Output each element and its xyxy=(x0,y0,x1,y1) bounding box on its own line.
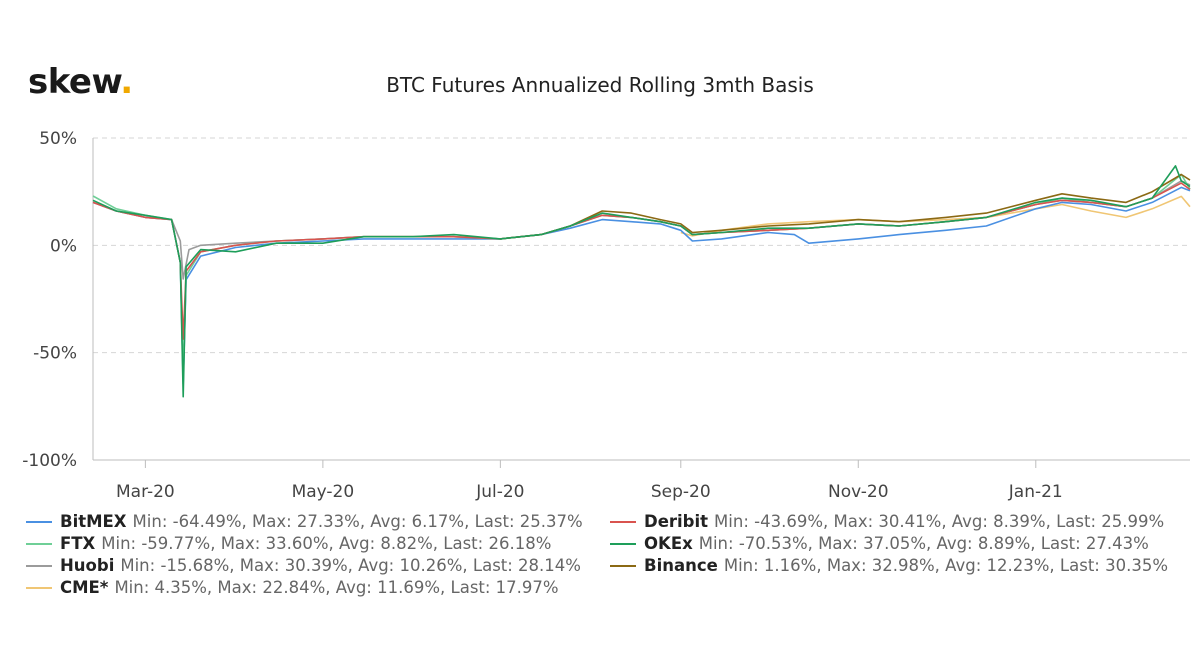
series-line-cme xyxy=(680,195,1191,237)
y-tick-label: -100% xyxy=(22,451,77,471)
legend-swatch xyxy=(26,564,52,567)
logo-dot: . xyxy=(120,62,133,102)
series-lines xyxy=(92,165,1191,398)
logo-text: skew xyxy=(28,62,121,102)
legend-series-stats: Min: -64.49%, Max: 27.33%, Avg: 6.17%, L… xyxy=(132,512,583,531)
x-tick-label: Jan-21 xyxy=(1008,482,1063,502)
legend-series-name: FTX xyxy=(60,534,96,553)
series-line-deribit xyxy=(92,182,1191,340)
x-tick-label: Jul-20 xyxy=(475,482,524,502)
series-line-okex xyxy=(92,165,1191,398)
legend-swatch xyxy=(26,586,52,589)
legend-series-name: Huobi xyxy=(60,556,115,575)
legend-swatch xyxy=(26,520,52,523)
y-tick-label: -50% xyxy=(33,344,77,364)
legend-series-stats: Min: -59.77%, Max: 33.60%, Avg: 8.82%, L… xyxy=(101,534,552,553)
legend-swatch xyxy=(610,564,636,567)
legend-series-stats: Min: 1.16%, Max: 32.98%, Avg: 12.23%, La… xyxy=(723,556,1169,575)
series-line-ftx xyxy=(92,173,1191,375)
legend-swatch xyxy=(26,542,52,545)
legend-swatch xyxy=(610,520,636,523)
legend-series-stats: Min: 4.35%, Max: 22.84%, Avg: 11.69%, La… xyxy=(114,578,559,597)
legend-series-name: BitMEX xyxy=(60,512,127,531)
axes: 50% 0% -50% -100% Mar-20 May-20 Jul-20 Sep-20 No… xyxy=(22,129,1190,502)
x-tick-label: May-20 xyxy=(292,482,355,502)
legend-series-stats: Min: -43.69%, Max: 30.41%, Avg: 8.39%, L… xyxy=(714,512,1165,531)
legend-item-binance[interactable]: Binance Min: 1.16%, Max: 32.98%, Avg: 12.… xyxy=(610,556,1168,575)
y-tick-label: 50% xyxy=(39,129,77,149)
chart-legend: BitMEX Min: -64.49%, Max: 27.33%, Avg: 6.… xyxy=(0,512,1200,622)
legend-series-stats: Min: -70.53%, Max: 37.05%, Avg: 8.89%, L… xyxy=(698,534,1149,553)
grid-lines xyxy=(93,137,1190,354)
series-line-bitmex xyxy=(92,186,1191,385)
basis-line-chart: 50% 0% -50% -100% Mar-20 May-20 Jul-20 Sep-20 No… xyxy=(22,129,1191,502)
y-tick-label: 0% xyxy=(50,236,77,256)
legend-series-name: OKEx xyxy=(644,534,693,553)
legend-item-huobi[interactable]: Huobi Min: -15.68%, Max: 30.39%, Avg: 10.… xyxy=(26,556,581,575)
chart-title: BTC Futures Annualized Rolling 3mth Basi… xyxy=(386,73,814,97)
legend-item-bitmex[interactable]: BitMEX Min: -64.49%, Max: 27.33%, Avg: 6.… xyxy=(26,512,583,531)
legend-series-name: Binance xyxy=(644,556,718,575)
legend-item-ftx[interactable]: FTX Min: -59.77%, Max: 33.60%, Avg: 8.82%… xyxy=(26,534,551,553)
legend-item-okex[interactable]: OKEx Min: -70.53%, Max: 37.05%, Avg: 8.89… xyxy=(610,534,1149,553)
x-tick-label: Sep-20 xyxy=(651,482,711,502)
legend-series-name: Deribit xyxy=(644,512,709,531)
legend-swatch xyxy=(610,542,636,545)
legend-series-name: CME* xyxy=(60,578,109,597)
legend-item-cme[interactable]: CME* Min: 4.35%, Max: 22.84%, Avg: 11.69%… xyxy=(26,578,559,597)
legend-series-stats: Min: -15.68%, Max: 30.39%, Avg: 10.26%, … xyxy=(120,556,581,575)
series-line-binance xyxy=(500,173,1191,240)
legend-item-deribit[interactable]: Deribit Min: -43.69%, Max: 30.41%, Avg: 8… xyxy=(610,512,1164,531)
series-line-huobi xyxy=(92,180,1191,280)
skew-logo: skew. xyxy=(28,62,133,102)
x-tick-label: Nov-20 xyxy=(828,482,889,502)
x-tick-label: Mar-20 xyxy=(116,482,175,502)
